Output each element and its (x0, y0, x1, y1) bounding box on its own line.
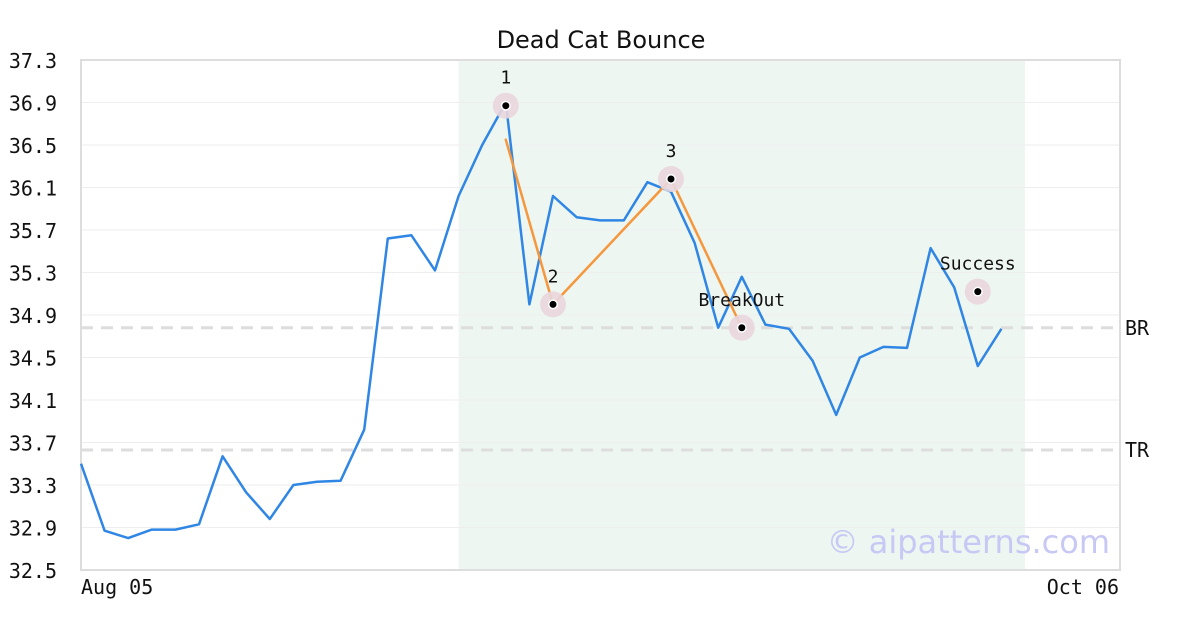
price-line (79, 101, 1003, 540)
y-tick-label: 36.5 (9, 134, 57, 158)
chart-title: Dead Cat Bounce (497, 26, 706, 54)
pattern-point (549, 300, 557, 308)
plot-frame (80, 59, 1121, 571)
y-tick-label: 32.9 (9, 517, 57, 541)
y-tick-label: 36.9 (9, 92, 57, 116)
reference-line-label: BR (1125, 316, 1150, 340)
x-tick-label: Aug 05 (81, 575, 153, 599)
reference-line-label: TR (1125, 438, 1150, 462)
x-axis-tick-labels: Aug 05 Oct 06 (81, 575, 1119, 599)
y-tick-label: 33.3 (9, 474, 57, 498)
y-tick-label: 33.7 (9, 432, 57, 456)
y-axis-tick-labels: 37.3 36.9 36.5 36.1 35.7 35.3 34.9 34.5 34.1 33.7… (9, 49, 57, 583)
y-tick-label: 35.3 (9, 262, 57, 286)
series-layer (79, 101, 1003, 540)
pattern-line (551, 177, 673, 306)
reference-lines-layer: BR TR (81, 316, 1150, 462)
grid-layer (81, 59, 1120, 571)
pattern-point-label: 1 (500, 68, 511, 89)
y-tick-label: 34.9 (9, 304, 57, 328)
y-tick-label: 34.5 (9, 347, 57, 371)
y-tick-label: 36.1 (9, 177, 57, 201)
watermark: © aipatterns.com (827, 523, 1110, 561)
pattern-point (667, 175, 675, 183)
pattern-lines-layer (504, 138, 744, 329)
pattern-point-label: Success (940, 254, 1016, 275)
y-tick-label: 34.1 (9, 389, 57, 413)
pattern-point-label: 3 (666, 141, 677, 162)
pattern-point (738, 324, 746, 332)
y-tick-label: 32.5 (9, 559, 57, 583)
pattern-point (502, 102, 510, 110)
y-tick-label: 35.7 (9, 219, 57, 243)
pattern-point-label: BreakOut (698, 290, 785, 311)
pattern-point-label: 2 (548, 266, 559, 287)
pattern-line (504, 138, 555, 306)
x-tick-label: Oct 06 (1047, 575, 1119, 599)
pattern-point (974, 288, 982, 296)
pattern-points-layer: 1 2 3 BreakOut Success (492, 68, 1016, 341)
y-tick-label: 37.3 (9, 49, 57, 73)
pattern-line (669, 177, 744, 329)
